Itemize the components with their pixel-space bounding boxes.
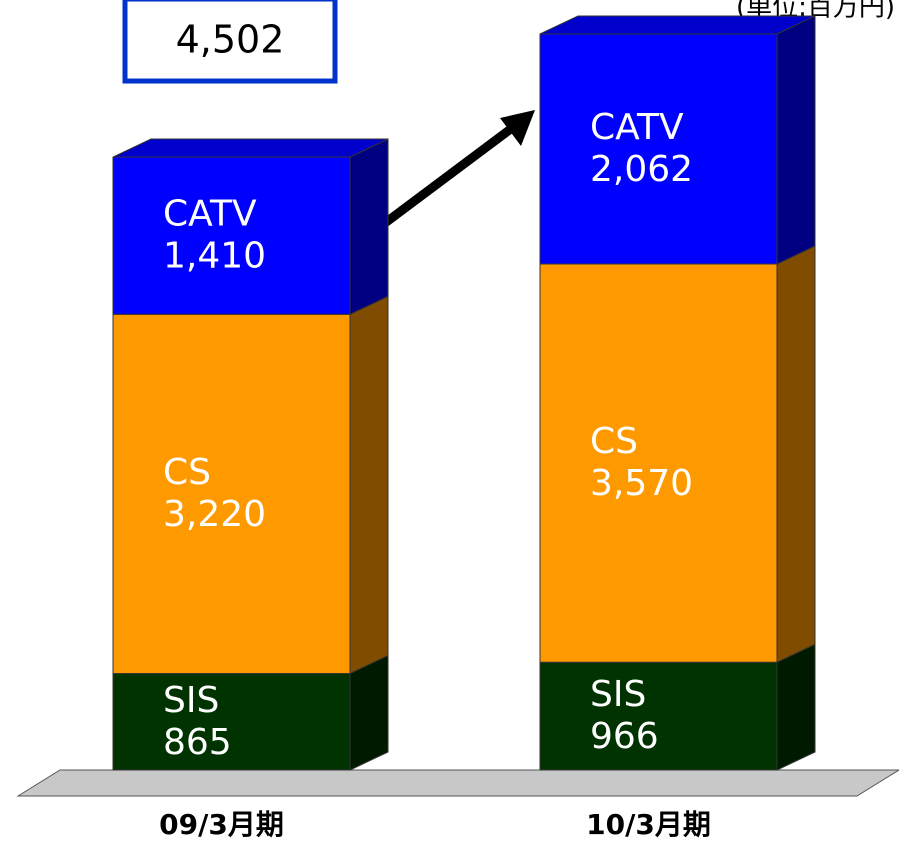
segment-value: 3,220 [163, 494, 266, 535]
segment-name: SIS [163, 680, 219, 721]
floor [16, 769, 899, 797]
segment-value: 966 [590, 716, 659, 757]
bar-side [776, 643, 816, 771]
segment-name: CS [590, 421, 638, 462]
arrow-head [500, 110, 535, 146]
bar-segment [112, 673, 351, 771]
total-box [122, 0, 338, 84]
segment-value: 2,062 [590, 149, 693, 190]
category-label: 09/3月期 [159, 808, 284, 841]
arrow [362, 124, 515, 242]
segment-value: 865 [163, 722, 232, 763]
bar-side [776, 15, 816, 265]
bar-side [349, 295, 389, 675]
category-label: 10/3月期 [586, 808, 711, 841]
bar-top [539, 15, 816, 35]
total-label: 4,502 [176, 18, 285, 62]
bar-side [349, 138, 389, 316]
segment-name: CS [163, 452, 211, 493]
segment-name: CATV [163, 194, 257, 235]
bar-segment [539, 33, 778, 265]
segment-value: 1,410 [163, 236, 266, 277]
bar-segment [112, 156, 351, 315]
segment-name: CATV [590, 107, 684, 148]
segment-name: SIS [590, 674, 646, 715]
bar-top [112, 138, 389, 158]
bar-side [776, 245, 816, 664]
bar-segment [112, 313, 351, 675]
bar-segment [539, 263, 778, 663]
bar-side [349, 654, 389, 771]
segment-value: 3,570 [590, 463, 693, 504]
